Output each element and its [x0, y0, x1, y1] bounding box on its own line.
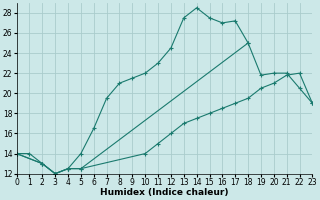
X-axis label: Humidex (Indice chaleur): Humidex (Indice chaleur): [100, 188, 229, 197]
